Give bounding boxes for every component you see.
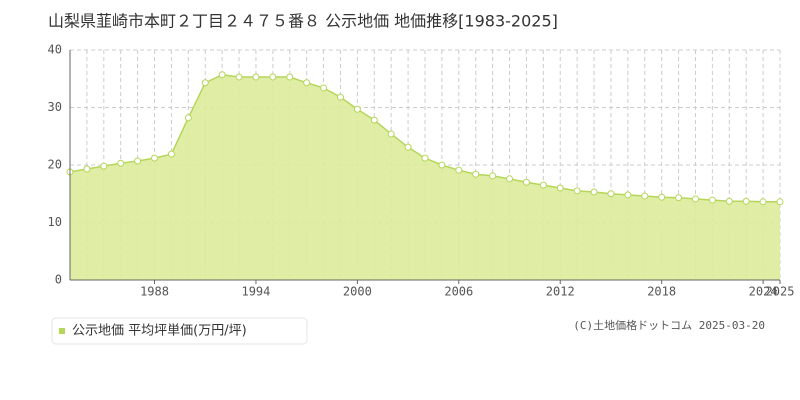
y-tick-label: 40 (48, 43, 62, 57)
legend-swatch (59, 328, 65, 334)
point (776, 198, 784, 206)
point (506, 175, 514, 183)
x-tick-label: 2006 (444, 285, 473, 299)
point (353, 105, 361, 113)
point (675, 194, 683, 202)
point (201, 79, 209, 87)
x-tick-label: 1994 (241, 285, 270, 299)
x-tick-label: 1988 (140, 285, 169, 299)
x-tick-label: 2025 (766, 285, 795, 299)
point (184, 114, 192, 122)
y-tick-label: 30 (48, 100, 62, 114)
point (573, 187, 581, 195)
point (421, 154, 429, 162)
point (336, 93, 344, 101)
point (725, 197, 733, 205)
y-tick-label: 0 (55, 273, 62, 287)
point (303, 79, 311, 87)
point (438, 161, 446, 169)
point (658, 193, 666, 201)
point (472, 170, 480, 178)
point (117, 159, 125, 167)
x-tick-label: 2000 (343, 285, 372, 299)
point (252, 73, 260, 81)
point (759, 198, 767, 206)
point (286, 73, 294, 81)
y-tick-label: 20 (48, 158, 62, 172)
chart-title: 山梨県韮崎市本町２丁目２４７５番８ 公示地価 地価推移[1983-2025] (48, 12, 558, 31)
point (387, 130, 395, 138)
credit: (C)土地価格ドットコム 2025-03-20 (573, 318, 765, 332)
point (607, 190, 615, 198)
point (320, 84, 328, 92)
point (269, 73, 277, 81)
point (83, 165, 91, 173)
point (556, 184, 564, 192)
point (134, 157, 142, 165)
point (151, 154, 159, 162)
area (70, 74, 780, 280)
point (590, 188, 598, 196)
point (370, 116, 378, 124)
point (708, 196, 716, 204)
x-tick-label: 2012 (546, 285, 575, 299)
point (100, 162, 108, 170)
point (404, 143, 412, 151)
point (624, 191, 632, 199)
point (455, 166, 463, 174)
legend-box (51, 317, 308, 345)
point (691, 195, 699, 203)
y-tick-label: 10 (48, 215, 62, 229)
point (522, 178, 530, 186)
point (235, 73, 243, 81)
legend-label: 公示地価 平均坪単価(万円/坪) (72, 323, 247, 339)
x-tick-label: 2024 (749, 285, 778, 299)
point (489, 172, 497, 180)
point (539, 181, 547, 189)
point (641, 192, 649, 200)
x-tick-label: 2018 (647, 285, 676, 299)
point (218, 71, 226, 79)
point (742, 197, 750, 205)
point (167, 150, 175, 158)
